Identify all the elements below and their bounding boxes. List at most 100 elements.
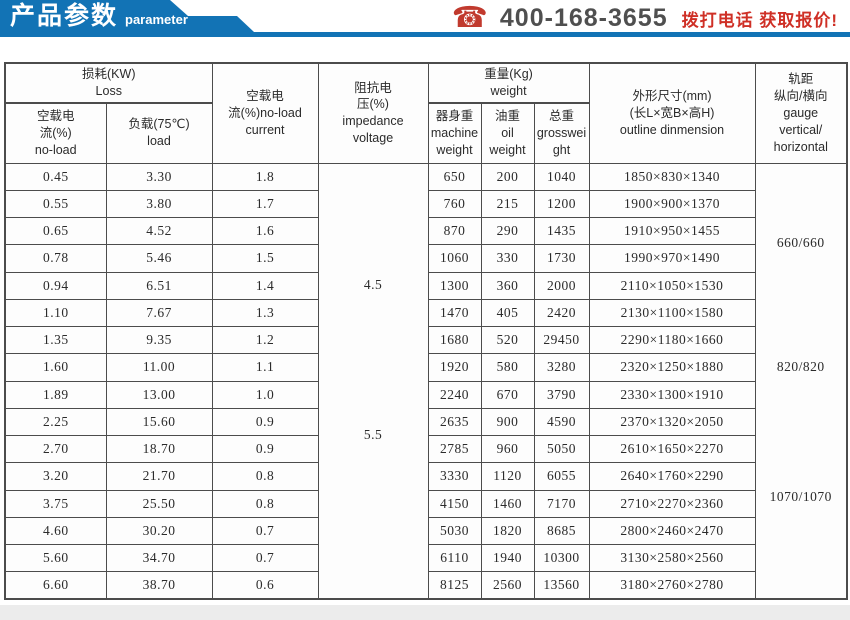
cell-noload-loss: 0.78 <box>4 244 107 273</box>
cell-noload-loss: 2.25 <box>4 407 107 437</box>
header-noload-loss: 空载电 流(%) no-load <box>4 102 107 164</box>
cell-machine-weight: 650 <box>427 162 482 191</box>
cell-machine-weight: 870 <box>427 216 482 246</box>
cell-outline-dimension: 2800×2460×2470 <box>588 516 756 546</box>
cell-outline-dimension: 1850×830×1340 <box>588 162 756 191</box>
cell-outline-dimension: 2370×1320×2050 <box>588 407 756 437</box>
table-body: 0.45 3.30 1.8 4.5 5.5 650 200 1040 1850×… <box>4 162 848 600</box>
call-for-quote-cta[interactable]: 拨打电话 获取报价! <box>681 10 838 30</box>
cell-outline-dimension: 2710×2270×2360 <box>588 489 756 518</box>
cell-oil-weight: 330 <box>480 244 535 273</box>
cell-machine-weight: 1680 <box>427 325 482 355</box>
header-row-subcolumns: 空载电 流(%) no-load 负载(75℃) load 器身重 machin… <box>4 102 847 164</box>
cell-machine-weight: 8125 <box>427 571 482 600</box>
page-title: 产品参数 <box>10 2 119 30</box>
cell-outline-dimension: 3180×2760×2780 <box>588 571 756 600</box>
cell-noload-loss: 1.10 <box>4 298 107 328</box>
phone-icon: ☎ <box>451 2 488 34</box>
cell-outline-dimension: 1900×900×1370 <box>588 189 756 219</box>
cell-load-loss: 15.60 <box>105 407 213 437</box>
header-impedance-voltage: 阻抗电 压(%) impedance voltage <box>317 62 429 164</box>
table-row: 0.65 4.52 1.6 870 290 1435 1910×950×1455 <box>4 216 847 246</box>
cell-oil-weight: 1460 <box>480 489 535 518</box>
cell-noload-current: 0.9 <box>211 434 319 464</box>
table-row: 0.94 6.51 1.4 1300 360 2000 2110×1050×15… <box>4 271 847 300</box>
page-subtitle: parameter <box>125 12 188 27</box>
cell-gross-weight: 1730 <box>533 244 590 273</box>
cell-oil-weight: 670 <box>480 380 535 409</box>
cell-outline-dimension: 2130×1100×1580 <box>588 298 756 328</box>
impedance-value-2: 5.5 <box>363 427 383 443</box>
cell-gross-weight: 7170 <box>533 489 590 518</box>
phone-area: ☎ 400-168-3655 拨打电话 获取报价! <box>452 3 838 33</box>
cell-noload-loss: 3.75 <box>4 489 107 518</box>
cell-noload-current: 0.8 <box>211 462 319 491</box>
cell-oil-weight: 960 <box>480 434 535 464</box>
cell-gross-weight: 4590 <box>533 407 590 437</box>
cell-noload-loss: 2.70 <box>4 434 107 464</box>
cell-gross-weight: 2420 <box>533 298 590 328</box>
table-row: 0.45 3.30 1.8 4.5 5.5 650 200 1040 1850×… <box>4 162 848 600</box>
table-row: 1.89 13.00 1.0 2240 670 3790 2330×1300×1… <box>4 380 847 409</box>
cell-machine-weight: 1300 <box>427 271 482 300</box>
cell-outline-dimension: 1910×950×1455 <box>588 216 756 246</box>
cell-load-loss: 4.52 <box>105 216 213 246</box>
cell-oil-weight: 405 <box>480 298 535 328</box>
header-weight-group: 重量(Kg) weight <box>427 62 590 104</box>
cell-noload-current: 0.9 <box>211 407 319 437</box>
cell-oil-weight: 1820 <box>480 516 535 546</box>
cell-machine-weight: 2240 <box>427 380 482 409</box>
gauge-value-3: 1070/1070 <box>769 489 832 505</box>
cell-noload-current: 0.8 <box>211 489 319 518</box>
cell-load-loss: 5.46 <box>105 244 213 273</box>
cell-gross-weight: 8685 <box>533 516 590 546</box>
table-row: 4.60 30.20 0.7 5030 1820 8685 2800×2460×… <box>4 516 847 546</box>
table-row: 6.60 38.70 0.6 8125 2560 13560 3180×2760… <box>4 571 847 600</box>
cell-load-loss: 30.20 <box>105 516 213 546</box>
cell-oil-weight: 360 <box>480 271 535 300</box>
header-oil-weight: 油重 oil weight <box>480 102 535 164</box>
cell-impedance-voltage-merged: 4.5 5.5 <box>317 162 429 600</box>
banner-title-wrap: 产品参数 parameter <box>10 1 188 33</box>
cell-noload-current: 1.1 <box>211 353 319 382</box>
cell-noload-current: 1.4 <box>211 271 319 300</box>
cell-machine-weight: 2635 <box>427 407 482 437</box>
cell-outline-dimension: 3130×2580×2560 <box>588 543 756 573</box>
phone-number[interactable]: 400-168-3655 <box>499 3 668 32</box>
cell-machine-weight: 760 <box>427 189 482 219</box>
cell-gross-weight: 1435 <box>533 216 590 246</box>
cell-oil-weight: 290 <box>480 216 535 246</box>
cell-oil-weight: 215 <box>480 189 535 219</box>
cell-oil-weight: 580 <box>480 353 535 382</box>
cell-outline-dimension: 2290×1180×1660 <box>588 325 756 355</box>
parameters-table: 损耗(KW) Loss 空载电 流(%)no-load current 阻抗电 … <box>4 62 849 600</box>
cell-noload-loss: 4.60 <box>4 516 107 546</box>
cell-noload-current: 1.7 <box>211 189 319 219</box>
table-row: 0.55 3.80 1.7 760 215 1200 1900×900×1370 <box>4 189 847 219</box>
table-row: 0.78 5.46 1.5 1060 330 1730 1990×970×149… <box>4 244 847 273</box>
cell-noload-loss: 1.60 <box>4 353 107 382</box>
cell-oil-weight: 1940 <box>480 543 535 573</box>
cell-gauge-merged: 660/660 820/820 1070/1070 <box>754 162 848 600</box>
cell-noload-loss: 0.65 <box>4 216 107 246</box>
cell-oil-weight: 900 <box>480 407 535 437</box>
cell-noload-current: 0.7 <box>211 543 319 573</box>
cell-noload-current: 1.8 <box>211 162 319 191</box>
cell-load-loss: 6.51 <box>105 271 213 300</box>
header-gross-weight: 总重 grosswei ght <box>533 102 590 164</box>
cell-load-loss: 11.00 <box>105 353 213 382</box>
banner: 产品参数 parameter ☎ 400-168-3655 拨打电话 获取报价! <box>0 0 850 40</box>
cell-gross-weight: 5050 <box>533 434 590 464</box>
header-gauge: 轨距 纵向/横向 gauge vertical/ horizontal <box>754 62 848 164</box>
header-noload-current: 空载电 流(%)no-load current <box>211 62 319 164</box>
cell-outline-dimension: 2110×1050×1530 <box>588 271 756 300</box>
cell-load-loss: 38.70 <box>105 571 213 600</box>
cell-load-loss: 3.30 <box>105 162 213 191</box>
cell-gross-weight: 1200 <box>533 189 590 219</box>
table-row: 1.60 11.00 1.1 1920 580 3280 2320×1250×1… <box>4 353 847 382</box>
cell-noload-current: 1.5 <box>211 244 319 273</box>
cell-outline-dimension: 2330×1300×1910 <box>588 380 756 409</box>
cell-load-loss: 7.67 <box>105 298 213 328</box>
cell-oil-weight: 520 <box>480 325 535 355</box>
cell-noload-loss: 3.20 <box>4 462 107 491</box>
